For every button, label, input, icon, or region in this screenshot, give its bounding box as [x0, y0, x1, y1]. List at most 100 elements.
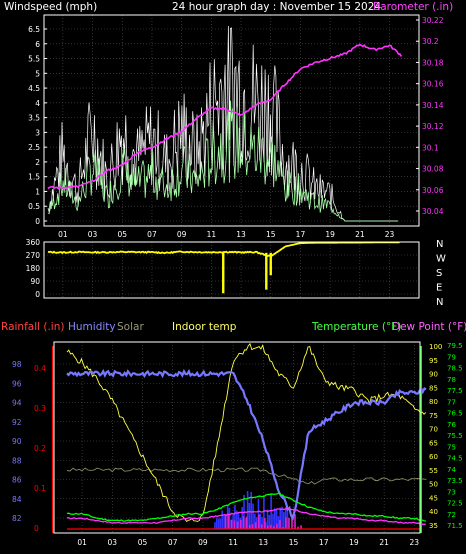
wind-frame [43, 14, 420, 227]
temp-y-tick-label: 74 [447, 466, 456, 474]
temp-y-tick-label: 77.5 [447, 387, 463, 395]
climate-hour-label: 15 [289, 538, 299, 547]
compass-label: N [436, 297, 443, 308]
climate-hour-label: 13 [259, 538, 269, 547]
indoor-y-tick-label: 95 [429, 357, 438, 365]
indoor-y-tick-label: 45 [429, 494, 438, 502]
direction-y-tick-label: 270 [26, 251, 41, 260]
temp-y-tick-label: 73 [447, 488, 456, 496]
indoor-y-tick-label: 85 [429, 384, 438, 392]
wind-y-tick-label: 3.5 [28, 114, 40, 123]
climate-hour-label: 01 [77, 538, 87, 547]
windspeed-axis-label: Windspeed (mph) [4, 1, 97, 13]
baro-y-tick-label: 30.06 [422, 186, 444, 195]
wind-hour-label: 11 [207, 230, 217, 239]
compass-label: E [436, 283, 442, 294]
indoor-series-line [66, 342, 427, 523]
temperature-legend: Temperature (°F) [311, 321, 401, 333]
indoor-y-tick-label: 35 [429, 522, 438, 530]
wind-hour-label: 01 [58, 230, 68, 239]
rain-y-tick-label: 0.3 [34, 404, 46, 413]
rain-y-tick-label: 0.2 [34, 444, 46, 453]
temp-y-tick-label: 76.5 [447, 410, 463, 418]
baro-y-ticks: 30.04 30.06 30.08 30.1 30.12 30.14 30.16 30.18 3… [416, 16, 444, 216]
rain-y-tick-label: 0.1 [34, 484, 46, 493]
wind-hour-label: 17 [296, 230, 306, 239]
direction-series-line [47, 241, 400, 258]
wind-y-tick-label: 1.5 [28, 173, 40, 182]
baro-y-tick-label: 30.16 [422, 80, 444, 89]
wind-y-tick-label: 5 [35, 69, 40, 78]
humidity-legend: Humidity [68, 321, 116, 333]
indoor-y-tick-label: 90 [429, 371, 438, 379]
direction-frame [43, 241, 420, 299]
indoor-y-tick-label: 100 [429, 343, 442, 351]
climate-y-ticks: 82 84 86 88 90 92 94 96 98 0 0.1 0.2 0.3 0.4 35 40 45 50 5… [12, 342, 463, 533]
direction-y-tick-label: 90 [30, 277, 40, 286]
baro-y-tick-label: 30.12 [422, 122, 444, 131]
climate-hour-label: 07 [168, 538, 178, 547]
wind-y-tick-label: 3 [35, 128, 40, 137]
temp-y-tick-label: 77 [447, 398, 456, 406]
temp-y-tick-label: 72 [447, 511, 456, 519]
temp-y-tick-label: 79 [447, 353, 456, 361]
climate-frame [53, 341, 421, 534]
baro-y-tick-label: 30.1 [422, 143, 439, 152]
barometer-series-line [47, 43, 403, 190]
compass-label: S [436, 268, 442, 279]
baro-y-tick-label: 30.14 [422, 101, 444, 110]
indoor-y-tick-label: 70 [429, 426, 438, 434]
wind-hour-label: 05 [117, 230, 127, 239]
climate-hour-label: 09 [198, 538, 208, 547]
rain-y-tick-label: 0.4 [34, 364, 46, 373]
climate-hour-label: 17 [319, 538, 329, 547]
climate-data [52, 342, 427, 533]
humidity-y-tick-label: 96 [12, 379, 22, 388]
climate-hour-ticks: 01 03 05 07 09 11 13 15 17 19 21 23 [77, 538, 419, 547]
direction-y-tick-label: 180 [26, 264, 41, 273]
wind-y-tick-label: 6 [35, 40, 40, 49]
indoor-y-tick-label: 55 [429, 467, 438, 475]
compass-label: W [436, 254, 446, 265]
indoor-y-tick-label: 80 [429, 398, 438, 406]
wind-hour-label: 15 [266, 230, 276, 239]
humidity-y-tick-label: 88 [12, 456, 22, 465]
indoor-y-tick-label: 50 [429, 481, 438, 489]
climate-hour-label: 19 [349, 538, 359, 547]
indoor-y-tick-label: 75 [429, 412, 438, 420]
temp-y-tick-label: 75 [447, 443, 456, 451]
wind-hour-label: 19 [325, 230, 335, 239]
wind-hour-label: 23 [385, 230, 395, 239]
indoor-y-tick-label: 60 [429, 453, 438, 461]
wind-hour-label: 07 [147, 230, 157, 239]
humidity-y-tick-label: 82 [12, 514, 22, 523]
rainfall-legend: Rainfall (.in) [1, 321, 64, 333]
wind-y-tick-label: 5.5 [28, 55, 40, 64]
baro-y-tick-label: 30.18 [422, 58, 444, 67]
temperature-series-line [66, 492, 427, 522]
dewpoint-series-line [67, 508, 426, 525]
direction-y-ticks: 0 90 180 270 360 [26, 238, 41, 299]
windspeed-average-line [47, 100, 398, 222]
wind-hour-ticks: 01 03 05 07 09 11 13 15 17 19 21 23 [58, 230, 394, 239]
solar-legend: Solar [117, 321, 144, 333]
climate-hour-label: 11 [228, 538, 238, 547]
direction-y-tick-label: 0 [35, 290, 40, 299]
indoor-y-tick-label: 65 [429, 439, 438, 447]
climate-hour-label: 03 [108, 538, 118, 547]
climate-hour-label: 21 [379, 538, 389, 547]
graph-title: 24 hour graph day : November 15 2024 [172, 1, 381, 13]
baro-y-tick-label: 30.2 [422, 37, 439, 46]
solar-series-line [66, 467, 427, 485]
humidity-y-tick-label: 92 [12, 418, 22, 427]
baro-y-tick-label: 30.22 [422, 16, 444, 25]
dewpoint-legend: Dew Point (°F) [392, 321, 466, 333]
wind-y-tick-label: 0.5 [28, 202, 40, 211]
temp-y-tick-label: 78.5 [447, 365, 463, 373]
humidity-y-tick-label: 90 [12, 437, 22, 446]
wind-hour-label: 13 [236, 230, 246, 239]
temp-y-tick-label: 75.5 [447, 432, 463, 440]
wind-data [47, 25, 403, 222]
